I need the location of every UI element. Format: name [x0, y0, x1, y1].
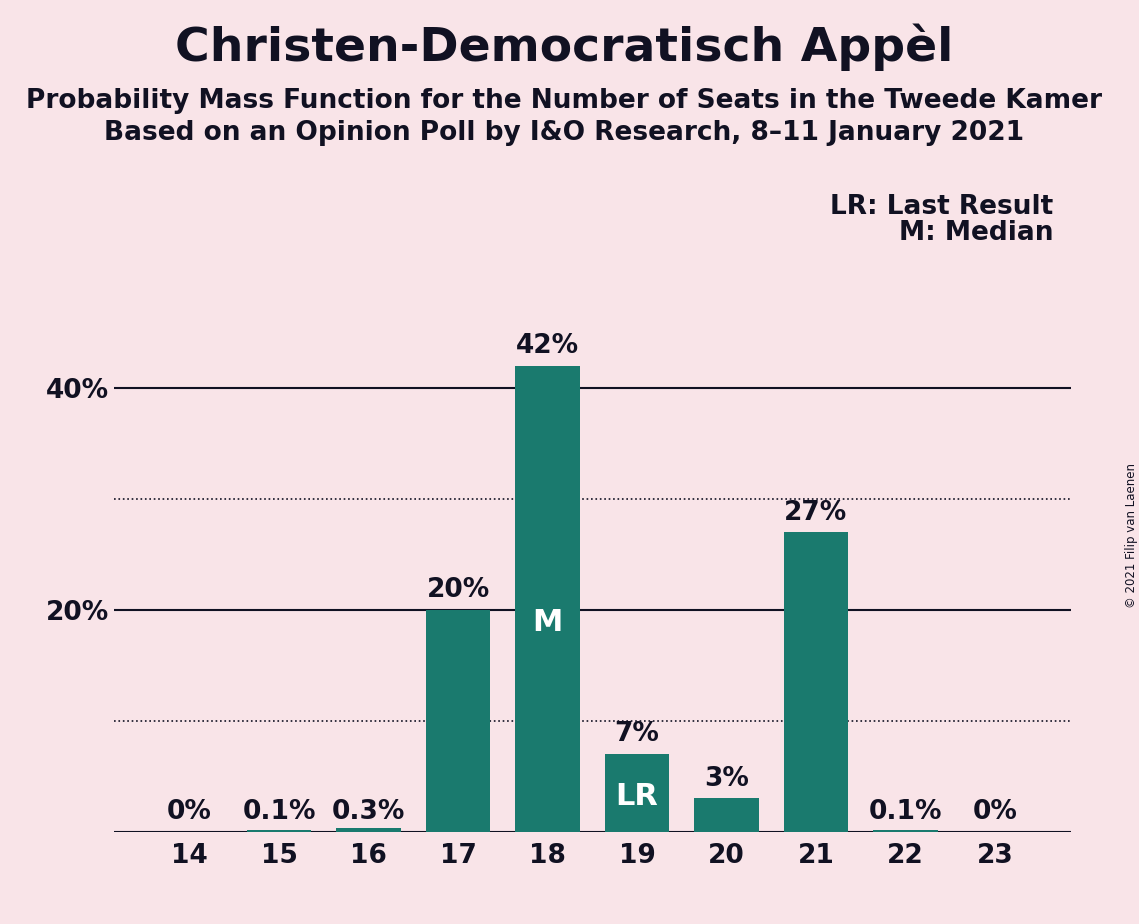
Bar	[247, 831, 311, 832]
Text: LR: Last Result: LR: Last Result	[830, 194, 1054, 220]
Bar	[426, 610, 490, 832]
Text: 0%: 0%	[167, 799, 212, 825]
Text: 20%: 20%	[426, 578, 490, 603]
Text: 27%: 27%	[785, 500, 847, 526]
Bar	[515, 366, 580, 832]
Text: M: Median: M: Median	[899, 220, 1054, 246]
Text: LR: LR	[615, 783, 658, 811]
Text: 0.1%: 0.1%	[869, 799, 942, 825]
Text: © 2021 Filip van Laenen: © 2021 Filip van Laenen	[1124, 464, 1138, 608]
Bar	[695, 798, 759, 832]
Bar	[336, 828, 401, 832]
Text: Christen-Democratisch Appèl: Christen-Democratisch Appèl	[174, 23, 953, 70]
Text: 0.1%: 0.1%	[243, 799, 316, 825]
Bar	[605, 754, 670, 832]
Bar	[784, 532, 849, 832]
Text: Based on an Opinion Poll by I&O Research, 8–11 January 2021: Based on an Opinion Poll by I&O Research…	[104, 120, 1024, 146]
Text: 3%: 3%	[704, 766, 749, 792]
Bar	[874, 831, 937, 832]
Text: 0%: 0%	[973, 799, 1017, 825]
Text: M: M	[532, 608, 563, 637]
Text: 7%: 7%	[615, 722, 659, 748]
Text: Probability Mass Function for the Number of Seats in the Tweede Kamer: Probability Mass Function for the Number…	[26, 88, 1101, 114]
Text: 42%: 42%	[516, 334, 579, 359]
Text: 0.3%: 0.3%	[331, 799, 405, 825]
